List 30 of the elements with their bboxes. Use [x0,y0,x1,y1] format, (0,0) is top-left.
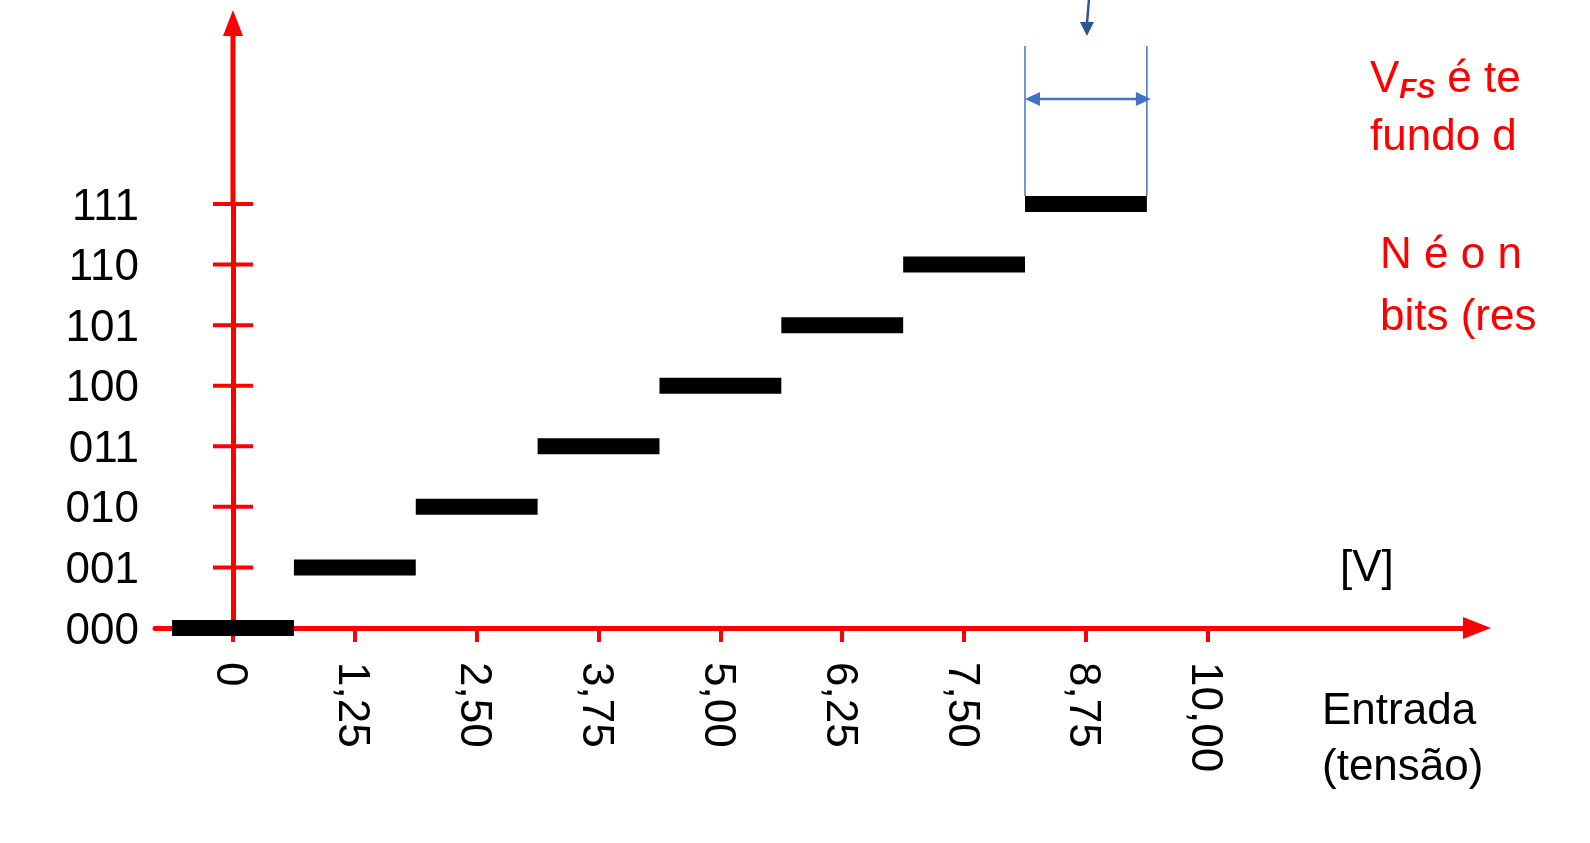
annotation: N é o n [1380,227,1522,277]
bar [415,498,538,515]
y-tick-label: 110 [68,240,139,290]
bar [659,377,782,394]
bar [781,317,904,334]
text: fundo d [1370,109,1517,159]
bar [537,438,660,455]
bar [172,620,294,636]
x-tick-label: 5,00 [695,662,745,748]
x-axis-title: Entrada (tensão) [1322,683,1484,789]
x-tick-label: 7,50 [939,662,989,748]
y-tick-label: 000 [65,603,139,653]
x-tick-label: 0 [208,662,258,687]
x-tick-label: 3,75 [574,662,624,748]
y-tick-label: 011 [68,421,139,471]
y-tick-label: 010 [65,482,139,532]
annotation: [V] [1340,540,1394,590]
y-tick-label: 101 [65,300,139,350]
bar [293,559,416,576]
annotation: bits (res [1380,289,1537,339]
bar [1025,196,1147,212]
bar [903,256,1026,273]
y-tick-label: 001 [65,542,139,592]
y-tick-label: 111 [72,179,139,229]
x-tick-label: 2,50 [452,662,502,748]
x-tick-label: 1,25 [330,662,380,748]
x-tick-label: 6,25 [817,662,867,748]
x-tick-label: 10,00 [1183,662,1233,773]
x-tick-label: 8,75 [1061,662,1111,748]
y-tick-label: 100 [65,361,139,411]
